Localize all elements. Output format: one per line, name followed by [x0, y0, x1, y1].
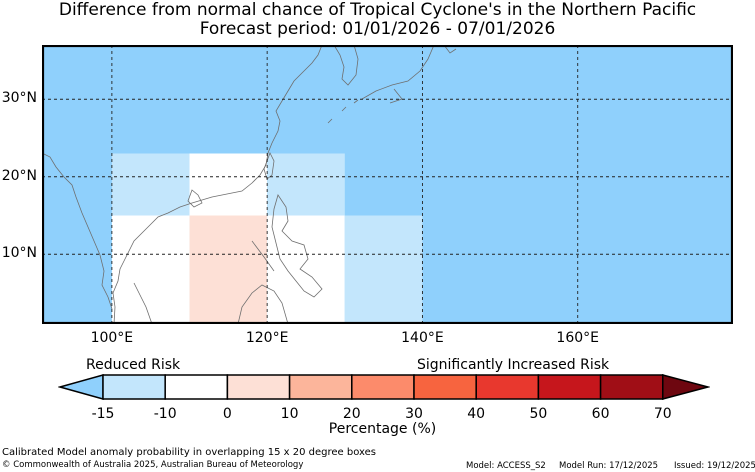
colorbar-tick-label: 10 [280, 406, 299, 422]
increased-risk-label: Significantly Increased Risk [417, 357, 610, 373]
colorbar-extend-low [58, 374, 104, 400]
colorbar-segment-9 [599, 374, 664, 400]
chart-subtitle: Forecast period: 01/01/2026 - 07/01/2026 [199, 19, 556, 39]
coastline-borneo [237, 284, 289, 324]
footer-issued: Issued: 19/12/2025 [674, 461, 755, 471]
coastline-mainland [112, 45, 323, 324]
coastline-philippines [251, 194, 323, 298]
coastline-korea [333, 45, 359, 86]
colorbar-tick-label: 30 [405, 406, 423, 422]
colorbar-tick-label: 40 [467, 406, 486, 422]
colorbar-extend-high [662, 374, 710, 400]
footer-copyright: © Commonwealth of Australia 2025, Austra… [2, 460, 304, 470]
coastline-bengal [42, 152, 113, 310]
colorbar-segment-4 [288, 374, 353, 400]
coastline-ryukyu [327, 99, 359, 124]
coastlines [42, 45, 457, 324]
x-tick-label: 160°E [556, 330, 599, 346]
colorbar-tick-label: 50 [529, 406, 548, 422]
colorbar-segment-1 [102, 374, 166, 400]
y-tick-label: 10°N [1, 245, 37, 262]
anomaly-box-3 [111, 215, 190, 324]
anomaly-box-4 [189, 215, 268, 324]
colorbar-segment-6 [413, 374, 477, 400]
anomaly-box-1 [189, 153, 268, 216]
coastline-malay [133, 282, 153, 324]
reduced-risk-label: Reduced Risk [86, 357, 181, 373]
anomaly-box-5 [267, 215, 345, 324]
map-plot [42, 45, 733, 324]
y-tick-label: 20°N [1, 167, 37, 184]
colorbar-tick-label: -15 [91, 406, 115, 422]
colorbar-segment-7 [475, 374, 540, 400]
anomaly-box-0 [111, 153, 190, 216]
coastline-hainan [187, 189, 203, 208]
colorbar-segment-2 [164, 374, 229, 400]
x-tick-label: 120°E [245, 330, 289, 346]
colorbar-label: Percentage (%) [328, 421, 437, 437]
anomaly-box-6 [344, 215, 423, 324]
chart-title: Difference from normal chance of Tropica… [58, 0, 697, 20]
colorbar [58, 374, 710, 400]
gridlines [42, 45, 733, 324]
footer-description: Calibrated Model anomaly probability in … [2, 447, 377, 458]
anomaly-boxes [111, 153, 423, 324]
colorbar-tick-label: 20 [342, 406, 361, 422]
colorbar-tick-label: -10 [153, 406, 177, 422]
colorbar-tick-label: 60 [591, 406, 610, 422]
anomaly-box-2 [267, 153, 345, 216]
x-tick-label: 100°E [90, 330, 134, 346]
map-frame [42, 45, 733, 324]
colorbar-segment-8 [537, 374, 602, 400]
coastline-taiwan [263, 152, 275, 180]
colorbar-tick-label: 70 [653, 406, 672, 422]
colorbar-segment-5 [351, 374, 415, 400]
footer-model: Model: ACCESS_S2 [466, 461, 546, 471]
y-tick-label: 30°N [1, 90, 37, 107]
x-tick-label: 140°E [401, 330, 444, 346]
colorbar-tick-label: 0 [222, 406, 232, 422]
colorbar-segment-3 [226, 374, 291, 400]
footer-model-run: Model Run: 17/12/2025 [559, 461, 659, 471]
